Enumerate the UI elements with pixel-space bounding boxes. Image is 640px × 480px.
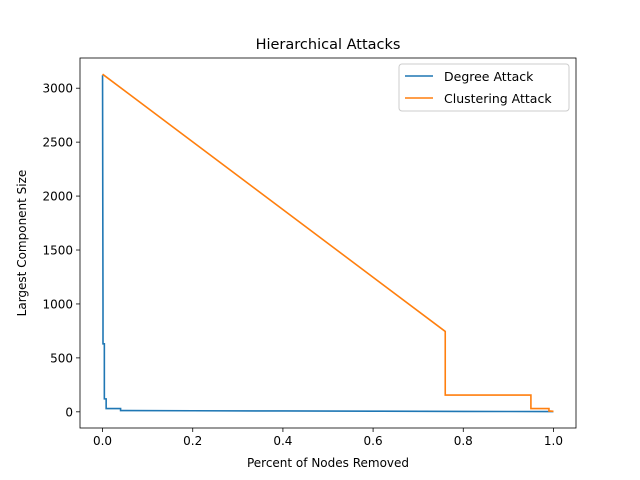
x-tick-label: 0.8 — [454, 434, 473, 448]
x-axis-ticks: 0.0 0.2 0.4 0.6 0.8 1.0 — [93, 428, 563, 448]
legend-label-degree-attack: Degree Attack — [444, 69, 534, 84]
series-line-clustering-attack — [102, 73, 554, 413]
plot-lines — [101, 73, 554, 413]
y-tick-label: 500 — [50, 351, 73, 365]
x-tick-label: 0.2 — [183, 434, 202, 448]
plot-frame — [79, 57, 577, 429]
series-line-degree-attack — [101, 75, 554, 413]
legend-label-clustering-attack: Clustering Attack — [444, 91, 552, 106]
y-tick-label: 2000 — [42, 190, 73, 204]
y-axis-label: Largest Component Size — [15, 170, 29, 317]
y-tick-label: 1500 — [42, 244, 73, 258]
chart-title: Hierarchical Attacks — [256, 37, 401, 53]
y-tick-label: 3000 — [42, 82, 73, 96]
y-tick-label: 1000 — [42, 297, 73, 311]
x-tick-label: 0.0 — [93, 434, 112, 448]
legend: Degree Attack Clustering Attack — [398, 63, 570, 112]
x-tick-label: 0.4 — [273, 434, 292, 448]
x-tick-label: 1.0 — [544, 434, 563, 448]
x-tick-label: 0.6 — [364, 434, 383, 448]
legend-frame — [398, 63, 570, 112]
y-tick-label: 2500 — [42, 136, 73, 150]
x-axis-label: Percent of Nodes Removed — [247, 456, 409, 470]
y-tick-label: 0 — [65, 405, 73, 419]
y-axis-ticks: 0 500 1000 1500 2000 2500 3000 — [42, 82, 80, 419]
